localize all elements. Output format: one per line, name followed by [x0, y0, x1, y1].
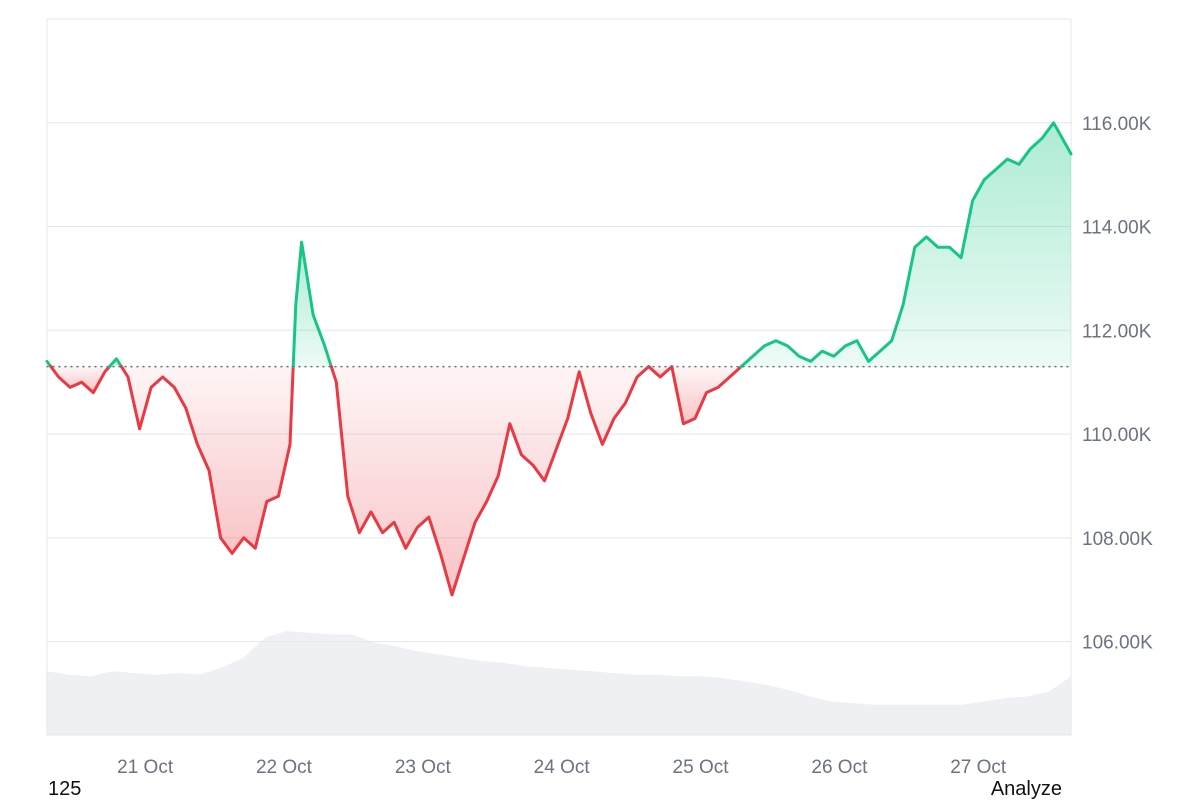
price-line-layer — [45, 121, 1073, 597]
x-tick-label: 25 Oct — [673, 757, 730, 778]
up-line-4 — [291, 240, 333, 369]
x-tick-label: 24 Oct — [534, 757, 591, 778]
y-tick-label: 110.00K — [1082, 425, 1152, 446]
y-tick-label: 114.00K — [1082, 218, 1152, 239]
down-fill-3 — [121, 366, 294, 554]
x-tick-label: 21 Oct — [117, 757, 174, 778]
down-line-5 — [329, 365, 651, 597]
y-tick-label: 106.00K — [1082, 633, 1153, 654]
y-tick-label: 108.00K — [1082, 529, 1153, 550]
y-tick-label: 112.00K — [1082, 321, 1152, 342]
down-line-7 — [647, 365, 674, 379]
volume-area — [47, 631, 1071, 735]
plot-frame — [46, 18, 1072, 736]
volume-area-layer — [47, 631, 1071, 735]
up-line-2 — [108, 357, 123, 369]
down-fill-7 — [648, 366, 672, 377]
down-fill-5 — [331, 366, 649, 595]
axes: 106.00K 108.00K 110.00K 112.00K 114.00K 116.0… — [117, 114, 1153, 778]
down-line-9 — [670, 365, 743, 426]
up-fill-10 — [741, 122, 1071, 367]
price-fill-layer — [47, 122, 1071, 595]
analyze-link[interactable]: Analyze — [990, 778, 1062, 800]
down-fill-1 — [50, 366, 110, 393]
x-tick-label: 23 Oct — [395, 757, 452, 778]
down-line-1 — [49, 365, 111, 395]
down-line-3 — [119, 365, 295, 555]
footer-left-label: 125 — [48, 778, 82, 800]
x-tick-label: 26 Oct — [811, 757, 868, 778]
up-fill-4 — [293, 242, 332, 367]
y-tick-label: 116.00K — [1082, 114, 1152, 135]
x-tick-label: 22 Oct — [256, 757, 313, 778]
x-tick-label: 27 Oct — [950, 757, 1007, 778]
up-line-10 — [739, 121, 1073, 369]
